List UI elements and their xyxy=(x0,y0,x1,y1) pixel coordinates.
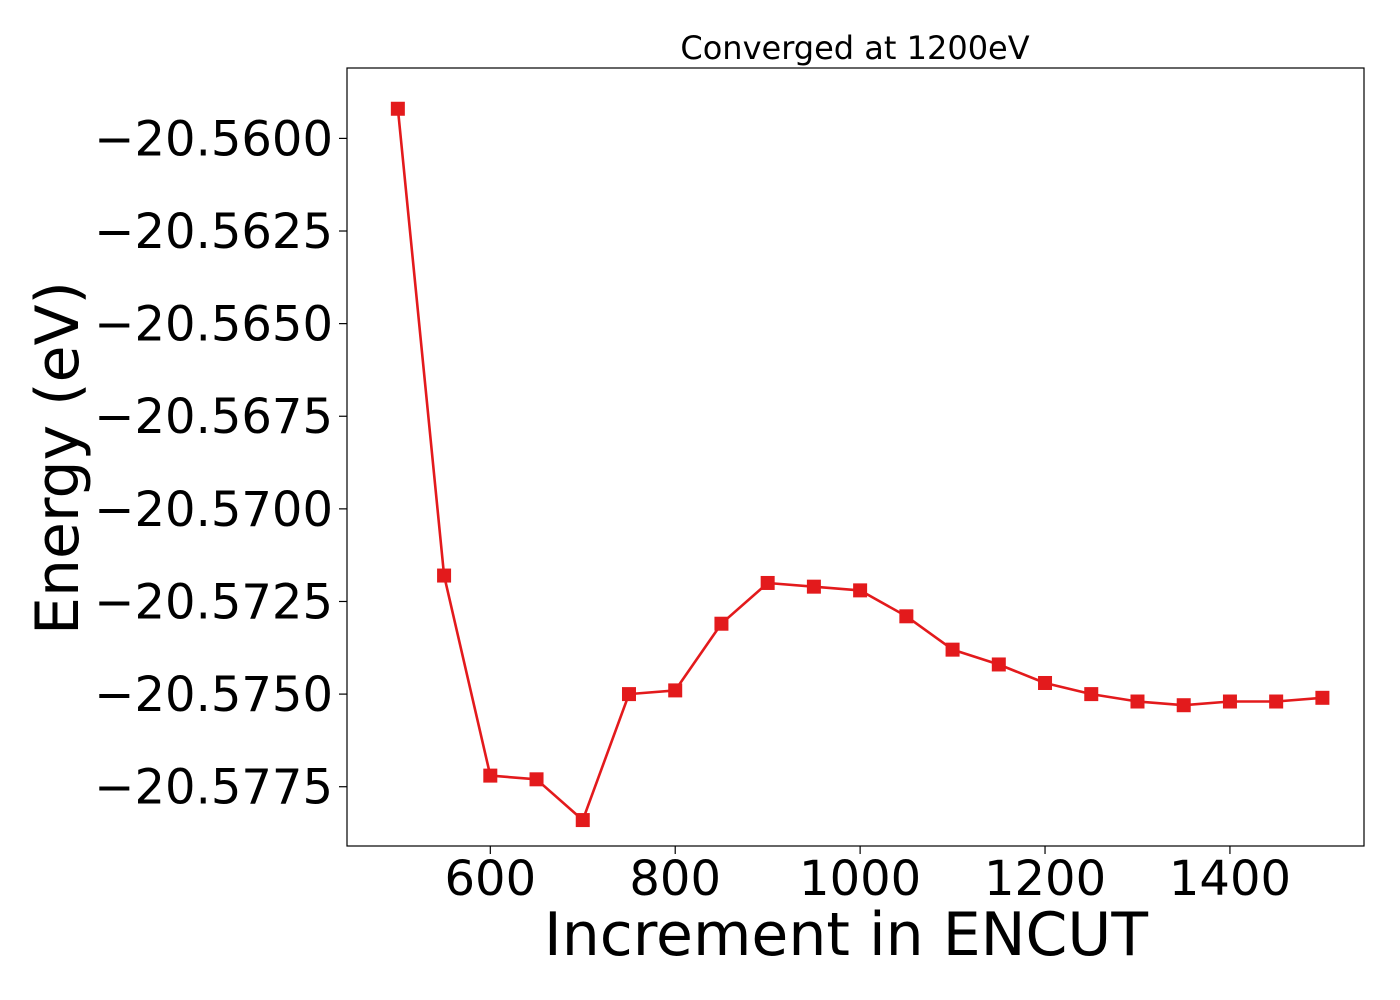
data-point-marker xyxy=(806,579,821,594)
data-point-marker xyxy=(437,568,452,583)
x-axis-ticks: 600 800 1000 1200 1400 xyxy=(444,846,1291,907)
data-point-marker xyxy=(714,616,729,631)
data-point-marker xyxy=(853,583,868,598)
x-tick-label: 1400 xyxy=(1169,851,1291,907)
data-point-marker xyxy=(1315,690,1330,705)
y-tick-label: −20.5650 xyxy=(94,297,333,353)
x-tick-label: 600 xyxy=(444,851,536,907)
y-axis-ticks: −20.5600 −20.5625 −20.5650 −20.5675 −20.5700… xyxy=(94,111,347,816)
y-tick-label: −20.5750 xyxy=(94,667,333,723)
data-point-marker xyxy=(483,768,498,783)
x-axis-label: Increment in ENCUT xyxy=(544,900,1148,970)
data-point-marker xyxy=(1038,675,1053,690)
y-tick-label: −20.5625 xyxy=(94,204,333,260)
data-point-marker xyxy=(991,657,1006,672)
data-point-marker xyxy=(1176,698,1191,713)
data-point-marker xyxy=(760,575,775,590)
data-point-marker xyxy=(899,609,914,624)
series-group xyxy=(390,101,1330,828)
y-axis-label: Energy (eV) xyxy=(23,281,93,635)
data-point-marker xyxy=(668,683,683,698)
y-tick-label: −20.5775 xyxy=(94,760,333,816)
data-point-marker xyxy=(621,687,636,702)
data-point-marker xyxy=(1084,687,1099,702)
y-tick-label: −20.5700 xyxy=(94,482,333,538)
data-point-marker xyxy=(529,772,544,787)
series-line xyxy=(396,108,1323,822)
data-point-marker xyxy=(575,813,590,828)
y-tick-label: −20.5600 xyxy=(94,111,333,167)
data-point-marker xyxy=(1222,694,1237,709)
x-tick-label: 1000 xyxy=(799,851,921,907)
chart-title: Converged at 1200eV xyxy=(680,29,1029,67)
y-tick-label: −20.5675 xyxy=(94,389,333,445)
x-tick-label: 800 xyxy=(629,851,721,907)
plot-frame xyxy=(346,67,1365,847)
data-point-marker xyxy=(1269,694,1284,709)
y-tick-label: −20.5725 xyxy=(94,574,333,630)
series-0 xyxy=(390,101,1330,828)
data-point-marker xyxy=(390,101,405,116)
data-point-marker xyxy=(945,642,960,657)
data-point-marker xyxy=(1130,694,1145,709)
x-tick-label: 1200 xyxy=(984,851,1106,907)
